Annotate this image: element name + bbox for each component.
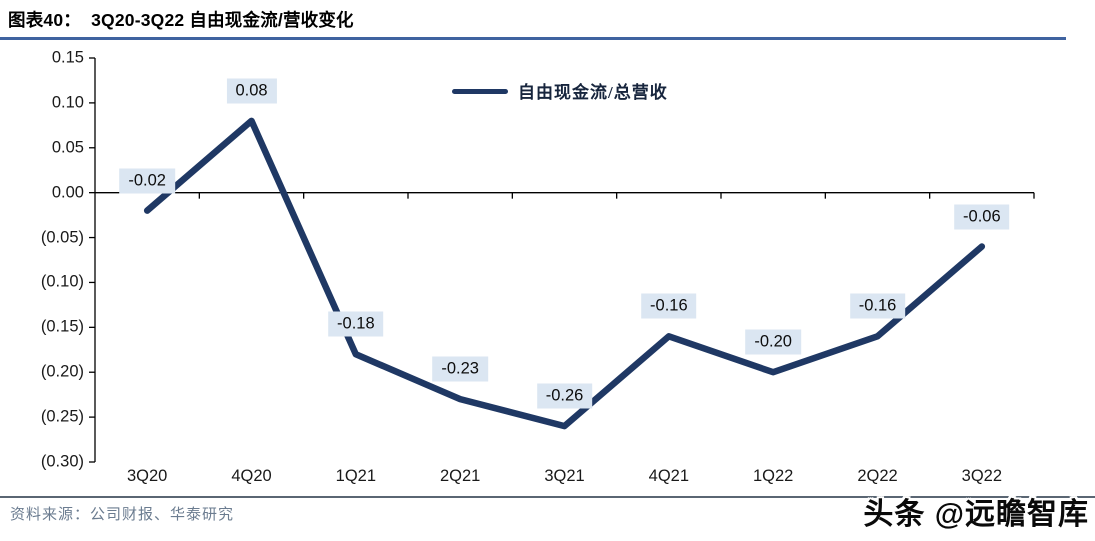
watermark: 头条 @远瞻智库 bbox=[863, 498, 1089, 531]
y-tick-label: (0.20) bbox=[40, 362, 84, 381]
y-tick-label: 0.00 bbox=[51, 183, 84, 202]
x-tick-label: 3Q22 bbox=[961, 467, 1003, 485]
y-tick-label: (0.15) bbox=[40, 317, 84, 336]
legend-series-label: 自由现金流/总营收 bbox=[518, 83, 668, 102]
footer-rule bbox=[0, 496, 1095, 498]
data-point-label: -0.23 bbox=[432, 356, 488, 382]
y-tick-label: (0.30) bbox=[40, 452, 84, 471]
y-tick-label: (0.25) bbox=[40, 407, 84, 426]
x-tick-label: 1Q21 bbox=[335, 467, 377, 485]
data-point-label: 0.08 bbox=[226, 78, 277, 104]
x-tick-label: 4Q21 bbox=[648, 467, 690, 485]
figure-title: 图表40： 3Q20-3Q22 自由现金流/营收变化 bbox=[8, 10, 354, 30]
legend-line-swatch bbox=[452, 89, 508, 94]
y-tick-label: 0.10 bbox=[51, 93, 84, 112]
data-point-label: -0.26 bbox=[536, 383, 593, 409]
y-tick-label: (0.05) bbox=[40, 228, 84, 247]
x-tick-label: 3Q20 bbox=[126, 467, 168, 485]
x-tick-label: 1Q22 bbox=[752, 467, 794, 485]
series-line bbox=[143, 117, 986, 430]
data-point-label: -0.20 bbox=[745, 329, 801, 355]
data-point-label: -0.16 bbox=[641, 293, 697, 319]
x-tick-label: 2Q22 bbox=[857, 467, 898, 485]
y-tick-label: 0.05 bbox=[51, 138, 84, 157]
x-tick-label: 3Q21 bbox=[544, 467, 585, 485]
data-point-label: -0.02 bbox=[119, 168, 175, 194]
legend: 自由现金流/总营收 bbox=[452, 78, 668, 103]
title-rule bbox=[0, 37, 1066, 40]
data-point-label: -0.06 bbox=[954, 204, 1010, 230]
y-tick-label: 0.15 bbox=[51, 48, 84, 67]
x-tick-label: 4Q20 bbox=[231, 467, 272, 485]
source-note: 资料来源：公司财报、华泰研究 bbox=[10, 507, 235, 523]
y-tick-label: (0.10) bbox=[40, 272, 84, 291]
x-tick-label: 2Q21 bbox=[439, 467, 481, 485]
data-point-label: -0.18 bbox=[328, 311, 384, 337]
data-point-label: -0.16 bbox=[849, 293, 906, 319]
